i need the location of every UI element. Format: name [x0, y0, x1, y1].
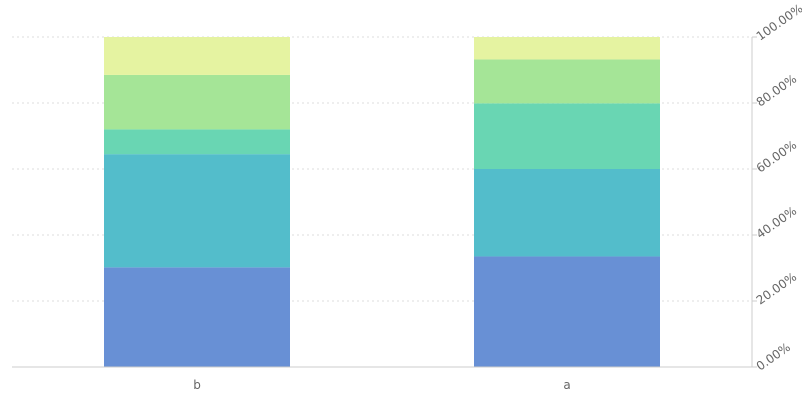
bar-segment	[474, 169, 660, 257]
y-tick-label: 80.00%	[754, 72, 800, 110]
x-category-label: b	[193, 378, 201, 392]
y-tick-label: 20.00%	[754, 270, 800, 308]
y-tick-label: 60.00%	[754, 138, 800, 176]
y-tick-label: 100.00%	[754, 1, 802, 43]
bars-layer	[104, 37, 660, 367]
bar-segment	[474, 103, 660, 169]
x-category-label: a	[563, 378, 570, 392]
bar-segment	[104, 154, 290, 268]
bar-segment	[104, 37, 290, 75]
bar-segment	[474, 37, 660, 60]
bar-segment	[104, 267, 290, 367]
y-tick-label: 40.00%	[754, 204, 800, 242]
bar-segment	[474, 256, 660, 367]
bar-segment	[104, 74, 290, 130]
bar-segment	[104, 129, 290, 155]
y-tick-label: 0.00%	[754, 340, 793, 373]
bar-segment	[474, 59, 660, 104]
